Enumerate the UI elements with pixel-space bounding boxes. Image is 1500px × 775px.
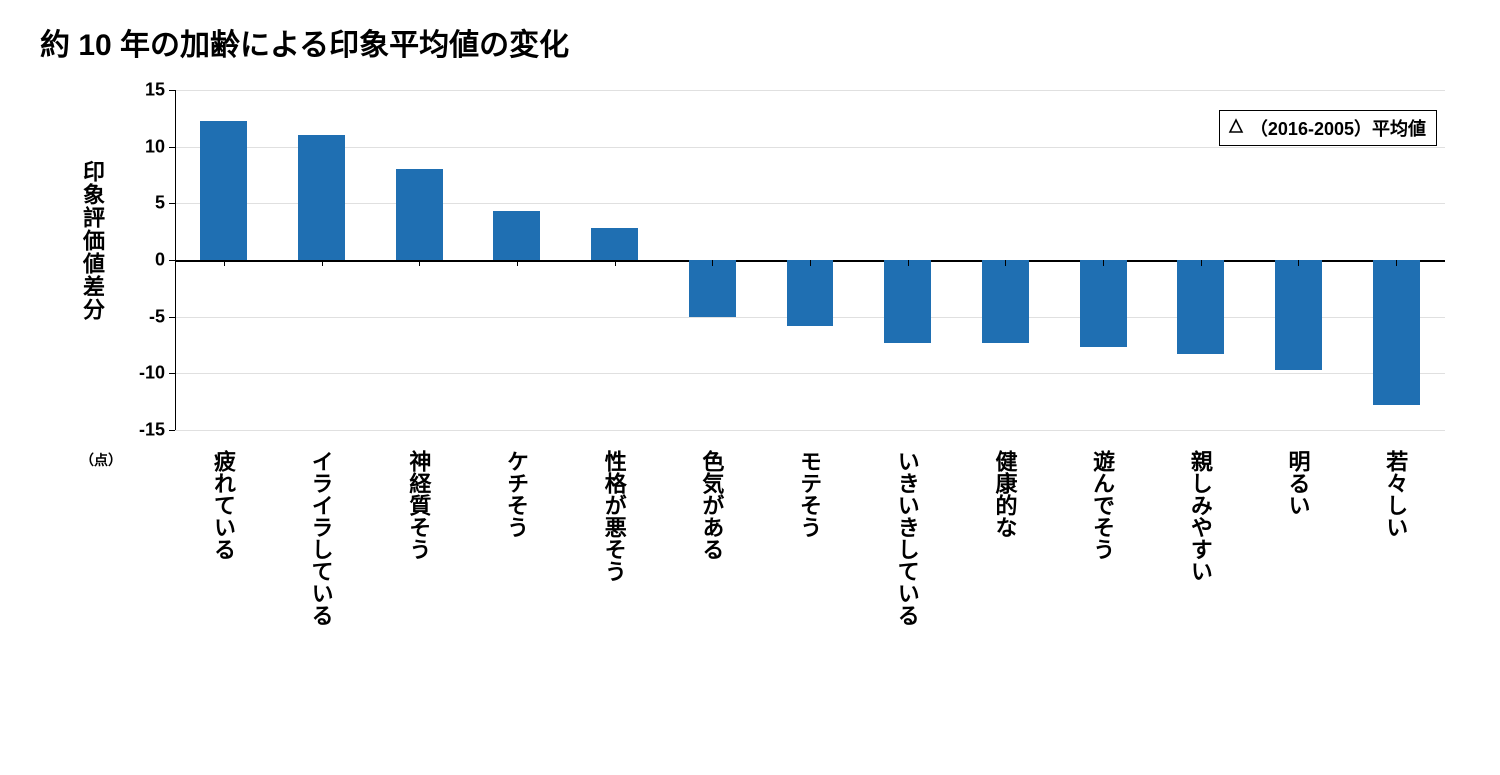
y-tick-label: -5 — [115, 306, 165, 327]
category-label: 親しみやすい — [1189, 450, 1212, 582]
y-tick-label: 5 — [115, 193, 165, 214]
category-label: モテそう — [798, 450, 821, 538]
x-tick-mark — [517, 260, 518, 266]
grid-line — [175, 147, 1445, 148]
x-tick-mark — [908, 260, 909, 266]
bar — [1275, 260, 1322, 370]
x-tick-mark — [1396, 260, 1397, 266]
impression-delta-chart: 印象評価値差分 （点） 151050-5-10-15 疲れているイライラしている… — [80, 90, 1460, 750]
y-axis — [175, 90, 176, 430]
y-tick-label: 15 — [115, 80, 165, 101]
y-tick-label: -10 — [115, 363, 165, 384]
category-label: 若々しい — [1384, 450, 1407, 538]
x-tick-mark — [1005, 260, 1006, 266]
x-tick-mark — [224, 260, 225, 266]
x-tick-mark — [810, 260, 811, 266]
chart-legend: （2016-2005）平均値 — [1219, 110, 1437, 146]
y-tick-label: 0 — [115, 250, 165, 271]
bar — [884, 260, 931, 343]
chart-title: 約 10 年の加齢による印象平均値の変化 — [40, 20, 569, 64]
category-label: 性格が悪そう — [603, 450, 626, 582]
y-tick-label: -15 — [115, 420, 165, 441]
grid-line — [175, 373, 1445, 374]
y-tick-mark — [169, 430, 175, 431]
category-label: 健康的な — [993, 450, 1016, 538]
x-tick-mark — [1103, 260, 1104, 266]
grid-line — [175, 430, 1445, 431]
x-tick-mark — [419, 260, 420, 266]
bar — [1373, 260, 1420, 405]
delta-icon — [1228, 118, 1244, 139]
y-tick-label: 10 — [115, 136, 165, 157]
y-axis-label: 印象評価値差分 — [80, 160, 108, 360]
bar — [591, 228, 638, 260]
category-label: イライラしている — [310, 450, 333, 626]
grid-line — [175, 90, 1445, 91]
y-axis-unit: （点） — [80, 450, 122, 470]
category-label: 疲れている — [212, 450, 235, 560]
category-label: 色気がある — [700, 450, 723, 560]
legend-text: （2016-2005）平均値 — [1250, 115, 1426, 141]
category-label: 神経質そう — [407, 450, 430, 560]
category-label: 遊んでそう — [1091, 450, 1114, 560]
category-label: 明るい — [1286, 450, 1309, 516]
category-label: いきいきしている — [896, 450, 919, 626]
bar — [493, 211, 540, 260]
x-tick-mark — [712, 260, 713, 266]
bar — [689, 260, 736, 317]
category-label: ケチそう — [505, 450, 528, 538]
x-tick-mark — [1298, 260, 1299, 266]
bar — [200, 121, 247, 260]
bar — [298, 135, 345, 260]
bar — [787, 260, 834, 326]
x-tick-mark — [1201, 260, 1202, 266]
x-tick-mark — [322, 260, 323, 266]
bar — [396, 169, 443, 260]
bar — [1080, 260, 1127, 347]
bar — [1177, 260, 1224, 354]
x-tick-mark — [615, 260, 616, 266]
grid-line — [175, 203, 1445, 204]
bar — [982, 260, 1029, 343]
